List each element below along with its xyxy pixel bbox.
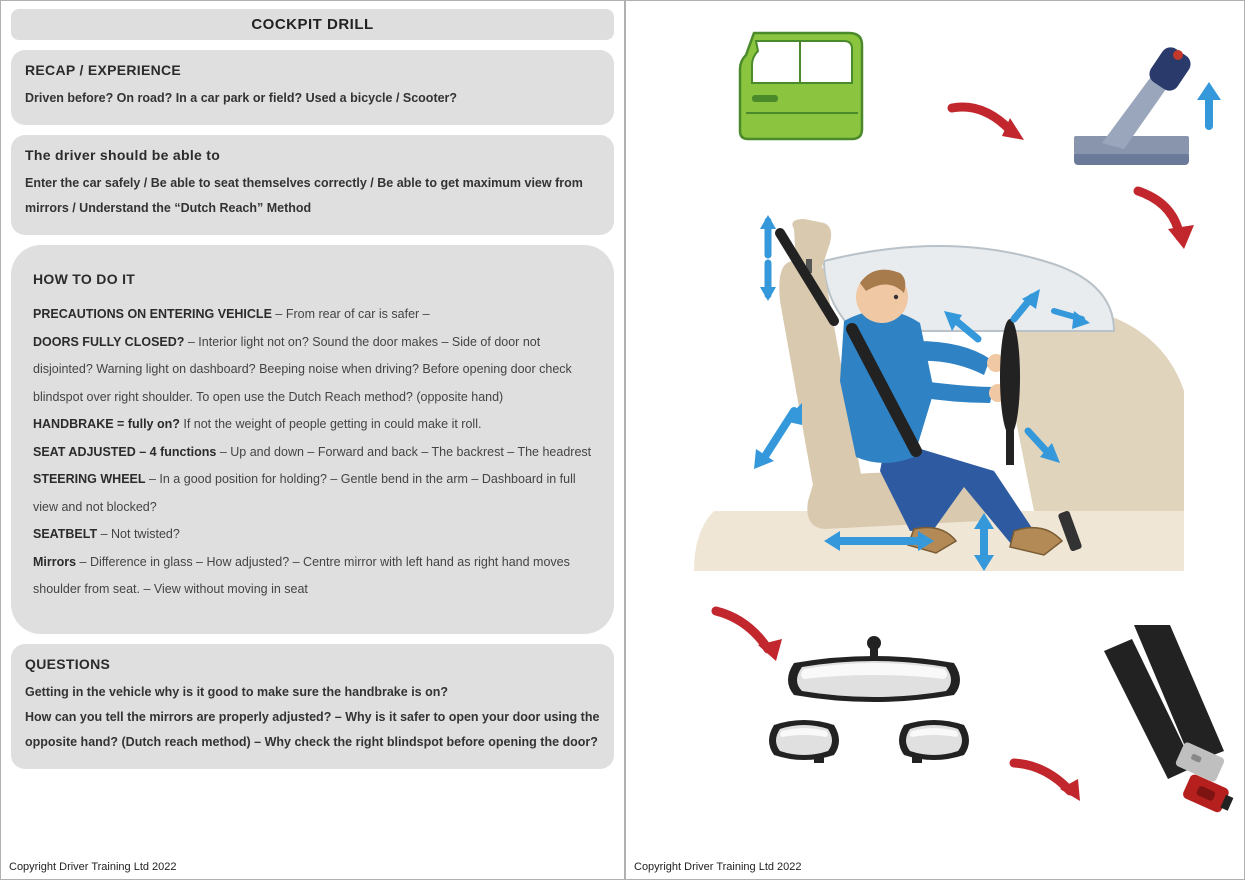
able-box: The driver should be able to Enter the c… — [11, 135, 614, 235]
recap-box: RECAP / EXPERIENCE Driven before? On roa… — [11, 50, 614, 125]
how-item: SEATBELT – Not twisted? — [33, 521, 592, 549]
able-body: Enter the car safely / Be able to seat t… — [25, 171, 600, 221]
how-item: Mirrors – Difference in glass – How adju… — [33, 549, 592, 604]
right-panel: Copyright Driver Training Ltd 2022 — [625, 0, 1245, 880]
how-item: PRECAUTIONS ON ENTERING VEHICLE – From r… — [33, 301, 592, 329]
seatbelt-icon — [1074, 621, 1244, 831]
handbrake-icon — [1054, 41, 1204, 181]
how-item: STEERING WHEEL – In a good position for … — [33, 466, 592, 521]
left-panel: COCKPIT DRILL RECAP / EXPERIENCE Driven … — [0, 0, 625, 880]
arrow-red-icon — [944, 96, 1034, 156]
recap-heading: RECAP / EXPERIENCE — [25, 62, 600, 78]
driver-seat-icon — [684, 211, 1194, 581]
how-item: DOORS FULLY CLOSED? – Interior light not… — [33, 329, 592, 412]
how-box: HOW TO DO IT PRECAUTIONS ON ENTERING VEH… — [11, 245, 614, 634]
how-heading: HOW TO DO IT — [33, 271, 592, 287]
car-door-icon — [734, 21, 894, 151]
page-title: COCKPIT DRILL — [11, 9, 614, 40]
copyright-right: Copyright Driver Training Ltd 2022 — [634, 861, 802, 873]
questions-body: Getting in the vehicle why is it good to… — [25, 680, 600, 755]
how-item: HANDBRAKE = fully on? If not the weight … — [33, 411, 592, 439]
questions-heading: QUESTIONS — [25, 656, 600, 672]
able-heading: The driver should be able to — [25, 147, 600, 163]
mirrors-icon — [744, 631, 1004, 781]
recap-body: Driven before? On road? In a car park or… — [25, 86, 600, 111]
how-item: SEAT ADJUSTED – 4 functions – Up and dow… — [33, 439, 592, 467]
copyright-left: Copyright Driver Training Ltd 2022 — [9, 861, 177, 873]
questions-box: QUESTIONS Getting in the vehicle why is … — [11, 644, 614, 769]
arrow-blue-icon — [1189, 76, 1229, 136]
graphics-area — [644, 21, 1226, 879]
